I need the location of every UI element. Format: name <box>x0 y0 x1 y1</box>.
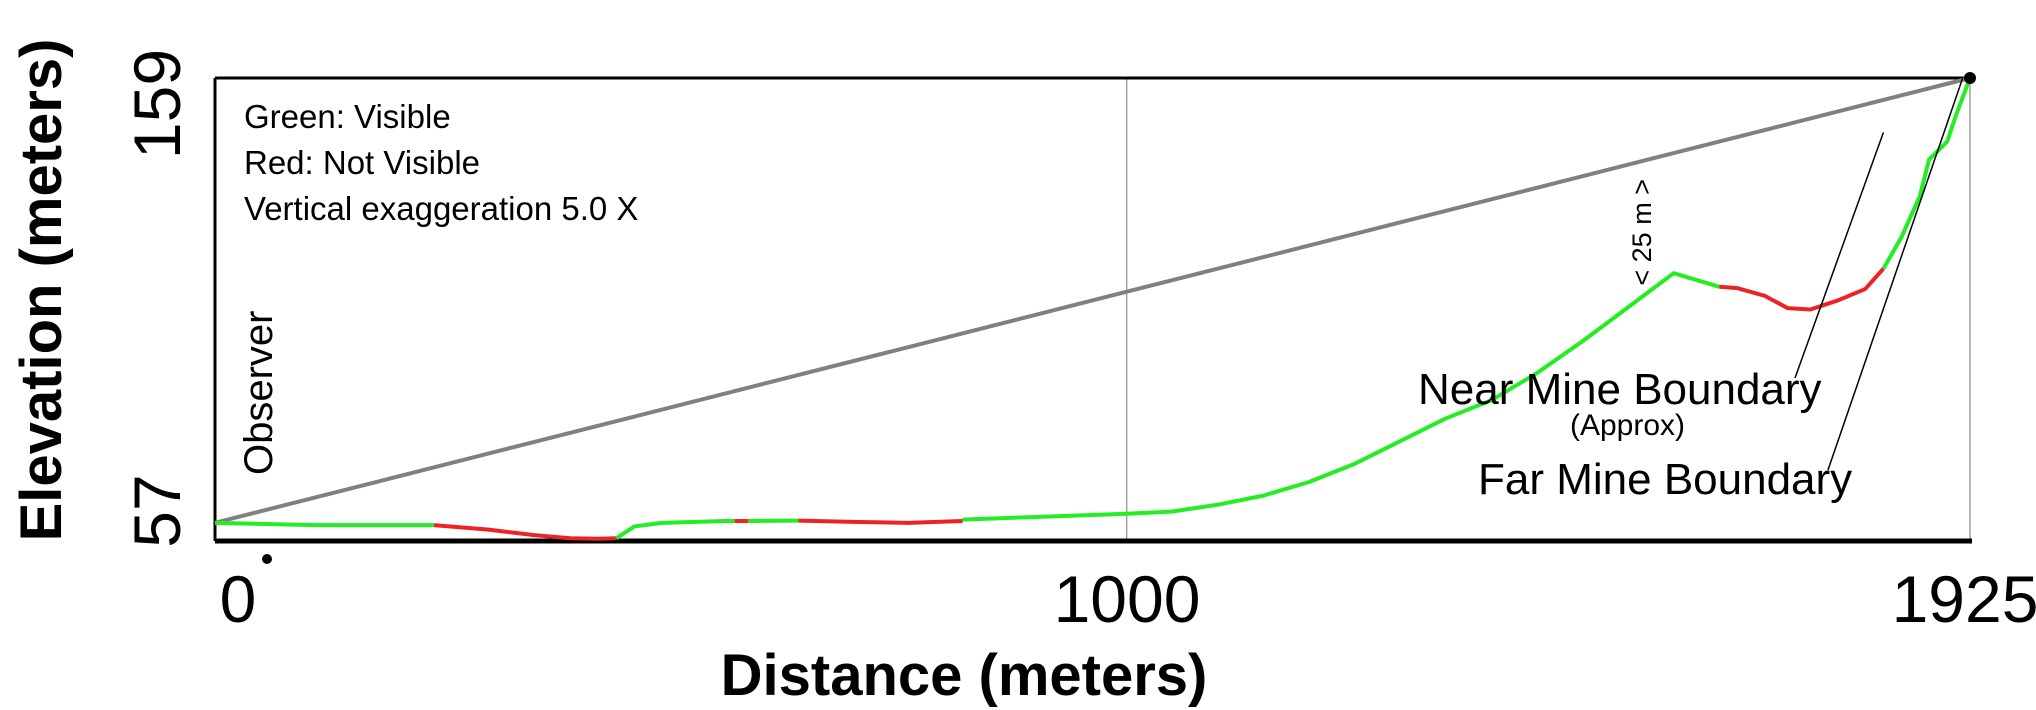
target-point-marker <box>1964 72 1976 84</box>
near-boundary-label: Near Mine Boundary <box>1418 365 1822 414</box>
y-axis-title: Elevation (meters) <box>9 39 74 542</box>
legend-line-visible: Green: Visible <box>244 98 451 135</box>
x-tick-label: 0 <box>220 562 257 636</box>
visible-terrain-segment <box>1881 77 1972 270</box>
visible-terrain-segment <box>962 271 1720 522</box>
visible-terrain-segment <box>214 520 434 528</box>
sight-line <box>214 76 1971 525</box>
visible-terrain-segment <box>615 519 735 540</box>
y-tick-label: 57 <box>120 474 194 547</box>
grid-lines <box>1125 78 1971 541</box>
not-visible-terrain-segment <box>433 523 617 541</box>
not-visible-terrain-segment <box>1719 267 1885 312</box>
terrain-profile <box>214 77 1972 541</box>
not-visible-terrain-segment <box>798 518 963 525</box>
x-tick-label: 1000 <box>1054 562 1201 636</box>
x-axis-title: Distance (meters) <box>721 643 1208 708</box>
legend-line-not-visible: Red: Not Visible <box>244 144 480 181</box>
far-boundary-leader-line <box>1827 77 1964 471</box>
near-boundary-sublabel: (Approx) <box>1570 409 1685 442</box>
x-tick-label: 1925 <box>1892 562 2036 636</box>
observer-label: Observer <box>237 311 281 476</box>
far-boundary-label: Far Mine Boundary <box>1478 455 1852 504</box>
observer-point-marker <box>262 554 272 564</box>
clearance-annotation: < 25 m > <box>1627 179 1657 286</box>
near-boundary-leader-line <box>1794 132 1885 379</box>
legend-line-exaggeration: Vertical exaggeration 5.0 X <box>244 190 638 227</box>
y-tick-label: 159 <box>120 49 194 159</box>
